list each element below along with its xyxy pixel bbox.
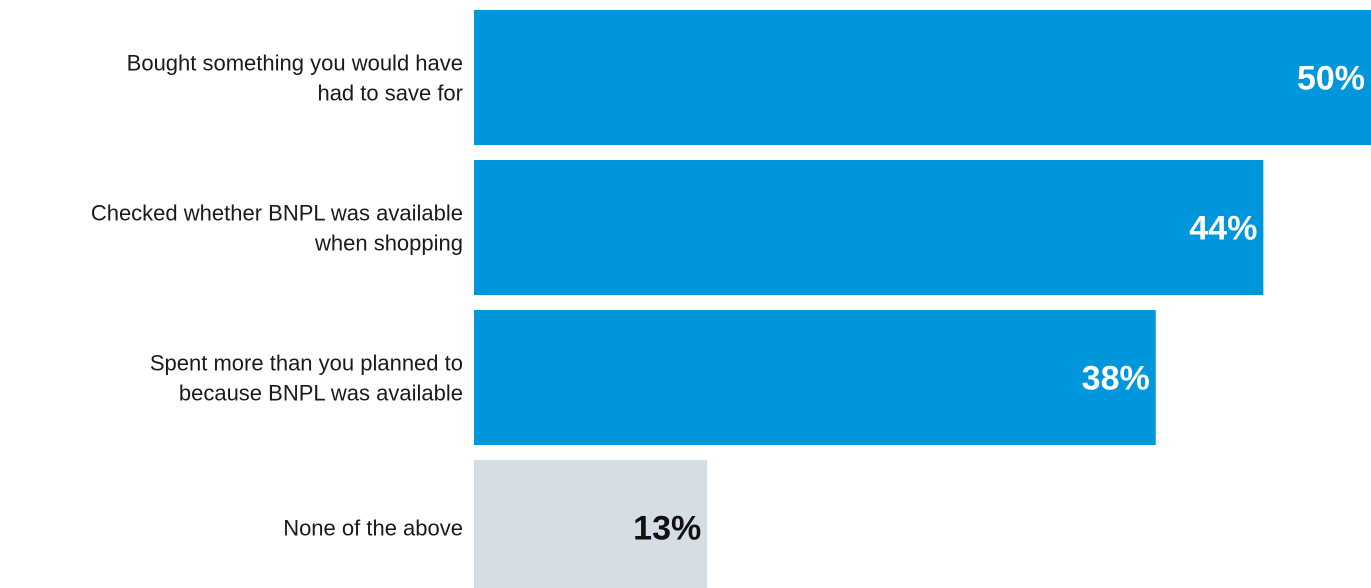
- bar-2: [474, 160, 1264, 295]
- category-label-1: Bought something you would have had to sa…: [127, 51, 463, 106]
- bar-1: [474, 10, 1371, 145]
- bar-value-label-3: 38%: [1082, 360, 1150, 398]
- category-label-3: Spent more than you planned to because BN…: [150, 351, 463, 406]
- category-label-2: Checked whether BNPL was available when s…: [91, 201, 463, 256]
- bar-3: [474, 310, 1156, 445]
- bar-value-label-1: 50%: [1297, 60, 1365, 98]
- bar-value-label-2: 44%: [1189, 210, 1257, 248]
- bar-4: [474, 460, 708, 588]
- category-label-line: because BNPL was available: [179, 381, 463, 406]
- category-label-line: Bought something you would have: [127, 51, 463, 76]
- category-label-line: None of the above: [283, 516, 463, 541]
- category-label-line: Spent more than you planned to: [150, 351, 463, 376]
- category-label-line: had to save for: [317, 81, 463, 106]
- category-label-4: None of the above: [283, 516, 463, 541]
- bar-value-label-4: 13%: [633, 510, 701, 548]
- category-label-line: when shopping: [314, 231, 463, 256]
- category-label-line: Checked whether BNPL was available: [91, 201, 463, 226]
